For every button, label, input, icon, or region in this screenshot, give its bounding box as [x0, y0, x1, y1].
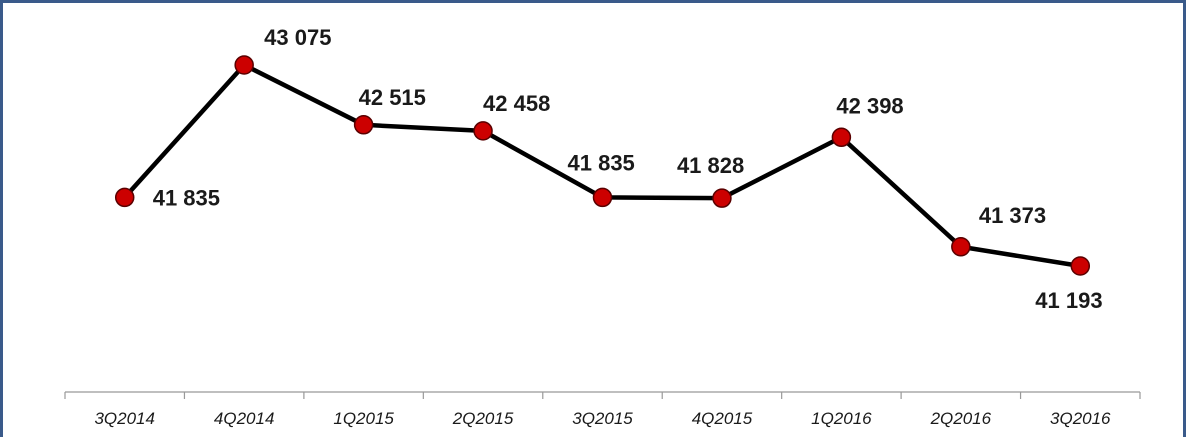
x-tick-label-2Q2015: 2Q2015: [452, 409, 514, 428]
data-point-3Q2015: [592, 187, 613, 208]
x-axis: [64, 391, 1141, 399]
data-labels: 41 835 43 075 42 515 42 458 41 835 41 828 42 3…: [153, 25, 1103, 313]
x-tick-labels: 3Q2014 4Q2014 1Q2015 2Q2015 3Q2015 4Q2015 1Q20…: [94, 409, 1111, 428]
data-label-2Q2016: 41 373: [979, 203, 1046, 228]
data-point-4Q2015: [712, 188, 732, 208]
x-tick-label-3Q2014: 3Q2014: [94, 409, 155, 428]
data-point-2Q2016: [951, 237, 971, 257]
data-point-3Q2016: [1070, 256, 1091, 276]
data-label-4Q2014: 43 075: [264, 25, 331, 50]
data-label-4Q2015: 41 828: [677, 153, 744, 178]
data-label-2Q2015: 42 458: [483, 91, 550, 116]
x-tick-label-3Q2015: 3Q2015: [572, 409, 633, 428]
data-point-1Q2015: [353, 115, 374, 135]
data-point-2Q2015: [473, 121, 493, 141]
data-label-1Q2016: 42 398: [836, 93, 903, 118]
x-tick-label-3Q2016: 3Q2016: [1050, 409, 1111, 428]
data-point-1Q2016: [831, 127, 852, 148]
data-label-3Q2015: 41 835: [568, 150, 635, 175]
x-tick-label-4Q2014: 4Q2014: [214, 409, 275, 428]
x-tick-label-1Q2015: 1Q2015: [333, 409, 394, 428]
data-label-1Q2015: 42 515: [359, 85, 426, 110]
x-tick-label-1Q2016: 1Q2016: [811, 409, 872, 428]
data-point-4Q2014: [234, 55, 254, 75]
x-tick-label-2Q2016: 2Q2016: [930, 409, 992, 428]
x-tick-label-4Q2015: 4Q2015: [692, 409, 753, 428]
data-markers: [114, 55, 1091, 276]
data-label-3Q2014: 41 835: [153, 185, 220, 210]
data-point-3Q2014: [114, 187, 135, 208]
data-label-3Q2016: 41 193: [1035, 288, 1102, 313]
